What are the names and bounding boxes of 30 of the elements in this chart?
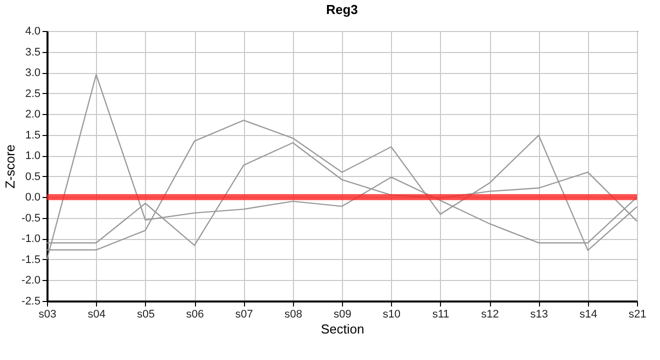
- y-tick-label: 2.5: [25, 88, 40, 100]
- chart-title: Reg3: [326, 2, 358, 17]
- x-tick-label: s21: [628, 308, 646, 320]
- x-tick-label: s12: [481, 308, 499, 320]
- y-tick-label: 3.0: [25, 67, 40, 80]
- x-tick-label: s05: [136, 308, 155, 320]
- x-axis-title: Section: [320, 322, 364, 336]
- y-tick-label: 3.5: [25, 46, 40, 58]
- y-tick-label: -2.0: [22, 274, 40, 287]
- x-tick-label: s11: [432, 308, 450, 320]
- x-tick-label: s06: [186, 308, 204, 320]
- y-tick-label: 4.0: [25, 26, 40, 38]
- y-tick-label: 2.0: [25, 108, 40, 121]
- y-axis-title: Z-score: [2, 144, 18, 189]
- x-tick-label: s07: [235, 308, 254, 320]
- y-tick-label: -1.5: [22, 254, 40, 266]
- x-tick-label: s03: [38, 308, 56, 320]
- y-tick-label: -0.5: [22, 212, 40, 224]
- x-tick-label: s14: [579, 308, 598, 320]
- y-tick-label: -1.0: [22, 233, 40, 246]
- y-tick-label: 0.5: [25, 170, 40, 183]
- x-tick-label: s10: [382, 308, 401, 320]
- x-tick-label: s09: [334, 308, 352, 320]
- y-tick-label: 1.5: [25, 129, 40, 142]
- x-tick-label: s08: [284, 308, 302, 320]
- x-tick-label: s13: [530, 308, 548, 320]
- y-tick-label: 1.0: [25, 150, 40, 162]
- x-tick-label: s04: [88, 308, 106, 320]
- y-tick-label: 0.0: [25, 192, 40, 204]
- y-tick-label: -2.5: [22, 296, 40, 308]
